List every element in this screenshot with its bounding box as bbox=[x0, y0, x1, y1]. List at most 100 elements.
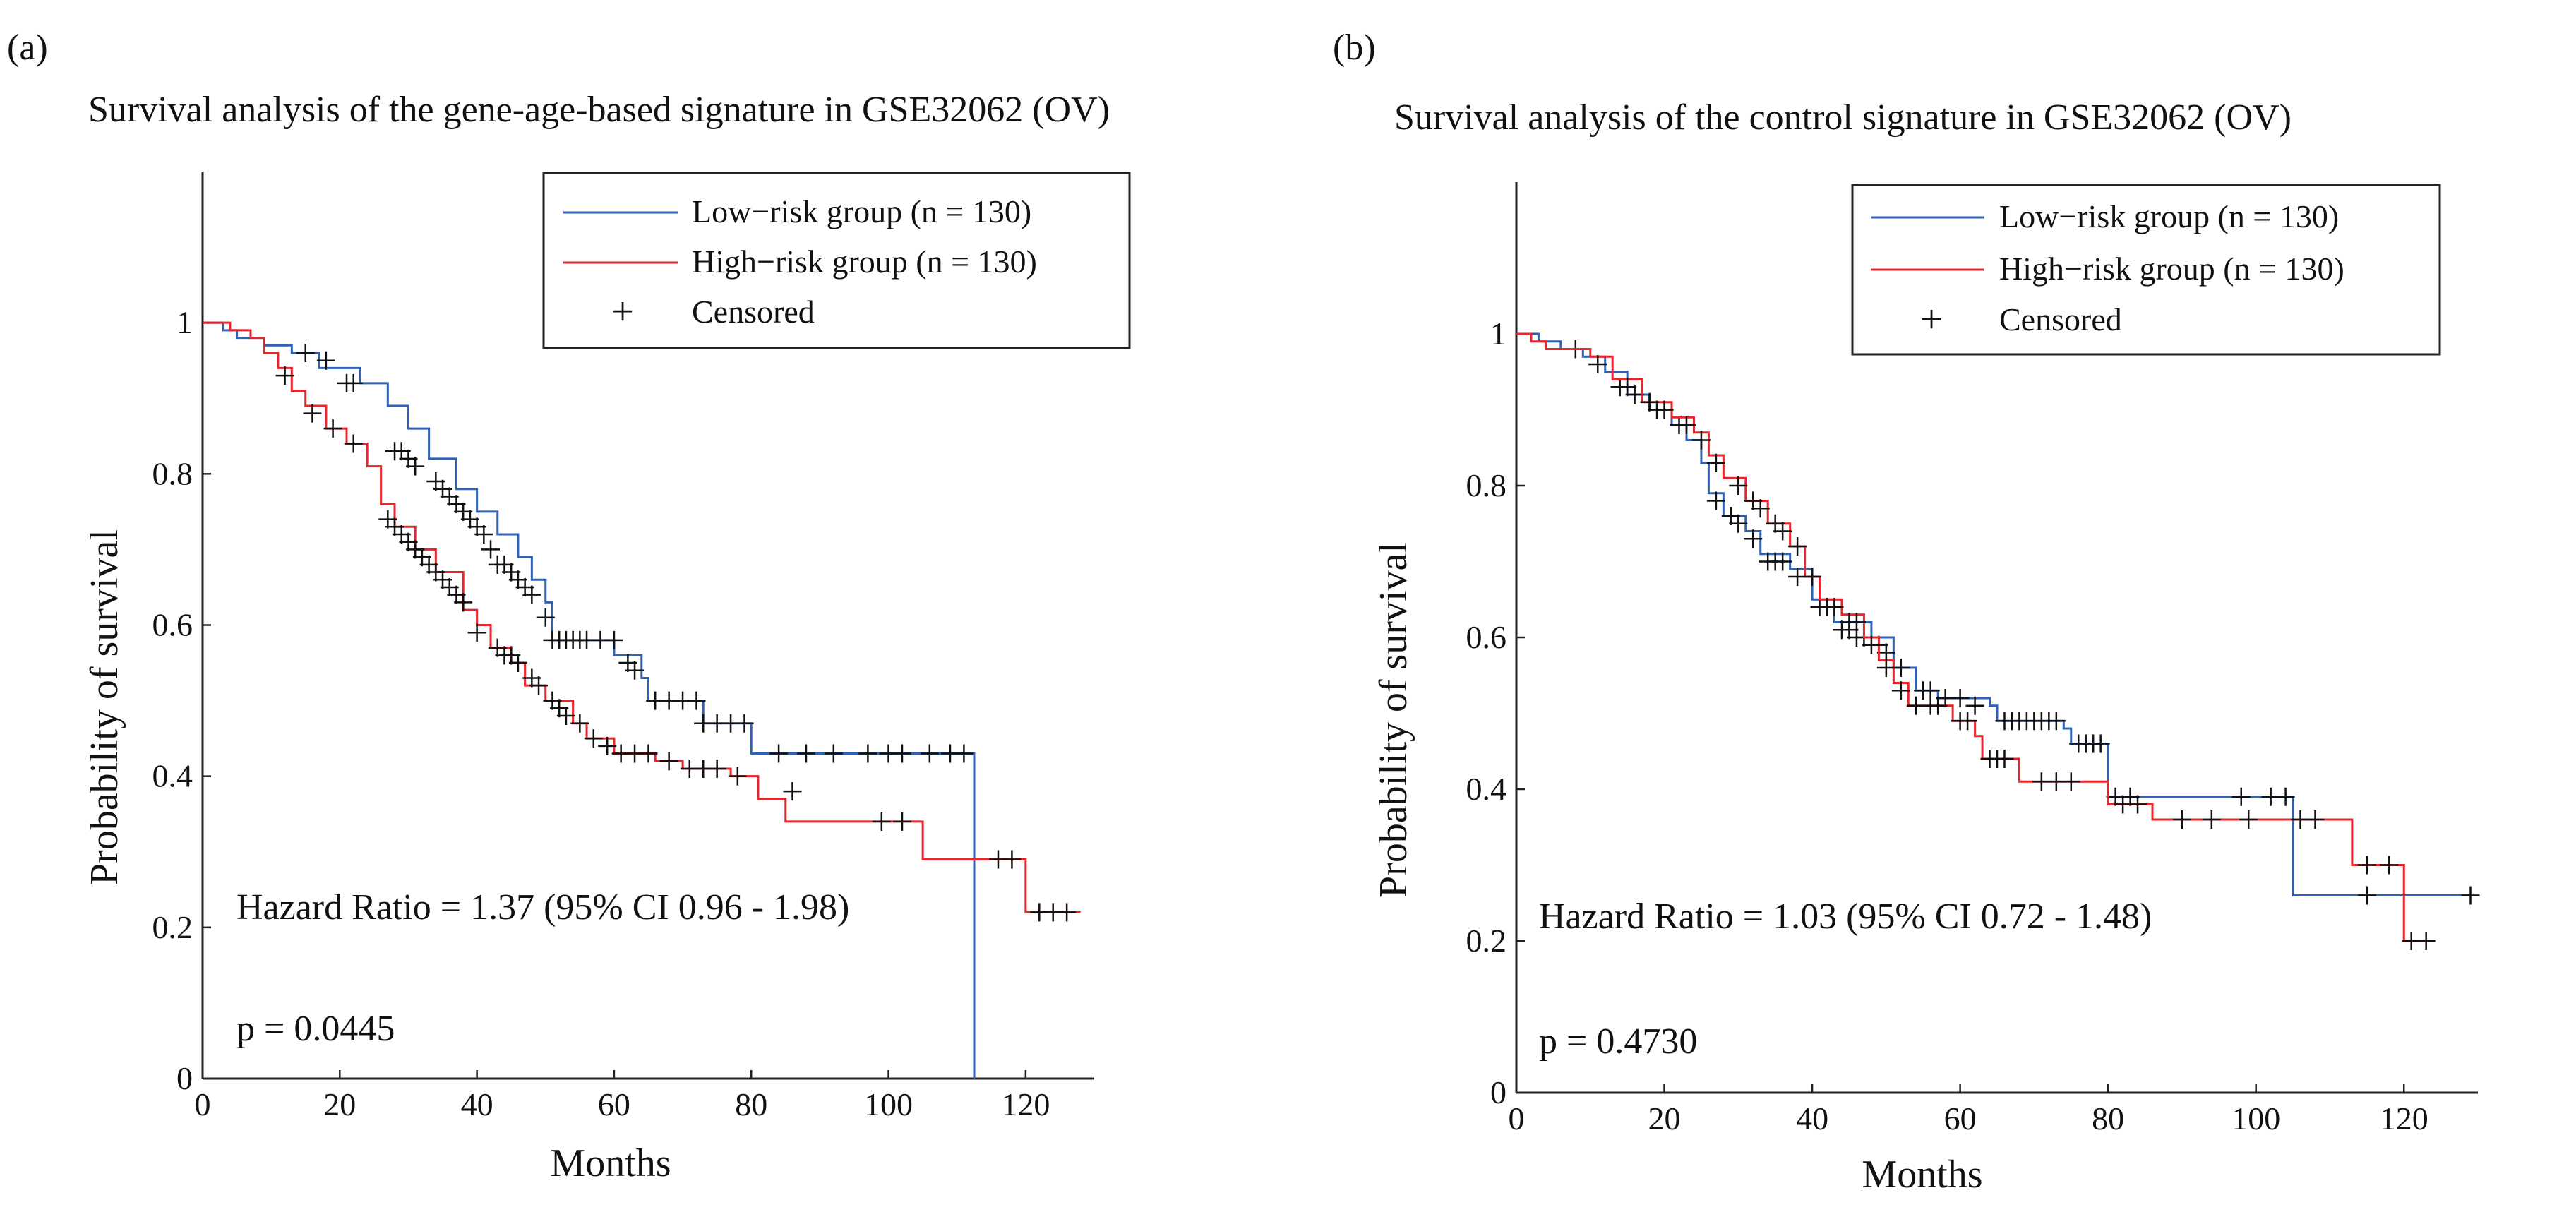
y-tick-label: 1 bbox=[1490, 316, 1506, 352]
censor-mark-high-risk bbox=[467, 623, 486, 642]
censor-mark-low-risk bbox=[1965, 696, 1984, 715]
censor-mark-high-risk bbox=[1588, 355, 1607, 373]
censor-mark-high-risk bbox=[570, 714, 589, 733]
censor-mark-high-risk bbox=[2172, 810, 2191, 829]
x-tick-label: 0 bbox=[1509, 1100, 1525, 1136]
x-tick-label: 100 bbox=[864, 1086, 913, 1122]
x-tick-label: 120 bbox=[1001, 1086, 1050, 1122]
legend-label-censored: Censored bbox=[692, 294, 815, 330]
x-tick-label: 20 bbox=[323, 1086, 356, 1122]
legend-censor-marker: + bbox=[611, 290, 634, 334]
censor-mark-high-risk bbox=[728, 767, 747, 786]
legend-censor-marker: + bbox=[1920, 298, 1943, 342]
legend-label-low-risk: Low−risk group (n = 130) bbox=[1999, 198, 2339, 234]
legend: Low−risk group (n = 130) High−risk group… bbox=[1851, 184, 2441, 356]
censor-mark-high-risk bbox=[1891, 681, 1910, 700]
censor-mark-high-risk bbox=[598, 736, 617, 755]
legend-label-high-risk: High−risk group (n = 130) bbox=[692, 244, 1037, 280]
y-tick-label: 0.4 bbox=[1466, 771, 1507, 807]
censor-mark-high-risk bbox=[2202, 810, 2221, 829]
x-tick-label: 80 bbox=[735, 1086, 767, 1122]
panel-a: (a) Survival analysis of the gene-age-ba… bbox=[7, 28, 1131, 1185]
legend: Low−risk group (n = 130) High−risk group… bbox=[542, 172, 1131, 349]
axes: 0 20 40 60 80 100 120 0 0.2 0.4 0.6 0.8 1 bbox=[152, 172, 1094, 1122]
censor-mark-low-risk bbox=[1744, 529, 1763, 548]
p-value-annotation: p = 0.4730 bbox=[1539, 1021, 1697, 1062]
censor-mark-low-risk bbox=[316, 351, 335, 370]
censor-mark-high-risk bbox=[2306, 810, 2325, 829]
censor-mark-low-risk bbox=[1773, 552, 1792, 571]
censor-mark-low-risk bbox=[687, 691, 706, 710]
censor-mark-high-risk bbox=[892, 812, 911, 831]
censor-mark-high-risk bbox=[1618, 378, 1637, 397]
censor-mark-high-risk bbox=[1929, 696, 1948, 715]
censor-mark-high-risk bbox=[1706, 453, 1725, 472]
series bbox=[203, 321, 1081, 1079]
censor-mark-high-risk bbox=[1744, 491, 1763, 510]
censor-mark-low-risk bbox=[954, 744, 974, 763]
censor-mark-low-risk bbox=[1729, 514, 1748, 533]
censor-mark-high-risk bbox=[1751, 499, 1770, 518]
hazard-ratio-annotation: Hazard Ratio = 1.37 (95% CI 0.96 - 1.98) bbox=[236, 887, 849, 928]
censor-mark-high-risk bbox=[508, 654, 527, 673]
censor-mark-high-risk bbox=[529, 676, 549, 695]
censor-mark-low-risk bbox=[2276, 787, 2295, 806]
censor-mark-high-risk bbox=[2128, 795, 2147, 814]
censor-mark-low-risk bbox=[604, 630, 623, 649]
km-curve-low-risk bbox=[203, 321, 976, 1079]
y-tick-label: 0.8 bbox=[1466, 467, 1507, 503]
panel-b: (b) Survival analysis of the control sig… bbox=[1333, 28, 2480, 1196]
y-axis-label: Probability of survival bbox=[83, 529, 126, 885]
censor-mark-high-risk bbox=[1640, 392, 1659, 412]
x-tick-label: 40 bbox=[1796, 1100, 1828, 1136]
censor-mark-high-risk bbox=[1002, 850, 1022, 869]
censor-mark-high-risk bbox=[872, 812, 891, 831]
censor-mark-high-risk bbox=[1803, 568, 1822, 586]
x-tick-label: 0 bbox=[195, 1086, 211, 1122]
censor-mark-high-risk bbox=[2380, 856, 2399, 875]
p-value-annotation: p = 0.0445 bbox=[236, 1009, 395, 1049]
chart-title: Survival analysis of the gene-age-based … bbox=[88, 90, 1110, 130]
censor-mark-high-risk bbox=[1995, 750, 2014, 768]
hazard-ratio-annotation: Hazard Ratio = 1.03 (95% CI 0.72 - 1.48) bbox=[1539, 896, 2152, 937]
censor-mark-low-risk bbox=[2461, 886, 2480, 905]
y-tick-label: 0.4 bbox=[152, 758, 193, 794]
panel-label: (b) bbox=[1333, 28, 1376, 68]
km-curve-low-risk bbox=[1516, 332, 2471, 896]
y-tick-label: 0.6 bbox=[1466, 619, 1507, 655]
x-tick-label: 120 bbox=[2380, 1100, 2428, 1136]
censor-mark-low-risk bbox=[344, 373, 363, 392]
censor-mark-low-risk bbox=[920, 744, 939, 763]
censor-mark-high-risk bbox=[344, 434, 363, 453]
y-tick-label: 0 bbox=[176, 1060, 193, 1096]
censor-mark-low-risk bbox=[406, 457, 425, 476]
censor-mark-high-risk bbox=[1677, 416, 1696, 434]
y-axis-label: Probability of survival bbox=[1372, 542, 1415, 898]
panel-label: (a) bbox=[7, 28, 48, 68]
censor-mark-low-risk bbox=[481, 540, 501, 559]
censor-mark-high-risk bbox=[1788, 537, 1807, 556]
censor-mark-high-risk bbox=[323, 419, 342, 438]
censor-mark-low-risk bbox=[536, 608, 555, 627]
censor-mark-high-risk bbox=[1862, 635, 1881, 654]
x-axis-label: Months bbox=[1862, 1153, 1982, 1196]
legend-label-high-risk: High−risk group (n = 130) bbox=[1999, 251, 2344, 287]
axes: 0 20 40 60 80 100 120 0 0.2 0.4 0.6 0.8 1 bbox=[1466, 182, 2478, 1136]
censor-mark-low-risk bbox=[2357, 886, 2376, 905]
censor-mark-low-risk bbox=[1951, 689, 1970, 707]
x-tick-label: 60 bbox=[598, 1086, 630, 1122]
censor-mark-high-risk bbox=[556, 707, 575, 725]
censor-mark-low-risk bbox=[522, 585, 541, 604]
x-tick-label: 80 bbox=[2092, 1100, 2124, 1136]
censor-mark-high-risk bbox=[2416, 932, 2436, 950]
censor-mark-high-risk bbox=[1655, 400, 1674, 419]
x-tick-label: 100 bbox=[2231, 1100, 2280, 1136]
km-curve-high-risk bbox=[203, 321, 1081, 913]
km-curve-high-risk bbox=[1516, 332, 2426, 942]
censor-mark-high-risk bbox=[1691, 431, 1711, 450]
censor-mark-high-risk bbox=[1766, 514, 1785, 533]
censor-mark-high-risk bbox=[1958, 712, 1977, 731]
censor-mark-high-risk bbox=[2239, 810, 2258, 829]
censor-mark-high-risk bbox=[1847, 613, 1866, 632]
